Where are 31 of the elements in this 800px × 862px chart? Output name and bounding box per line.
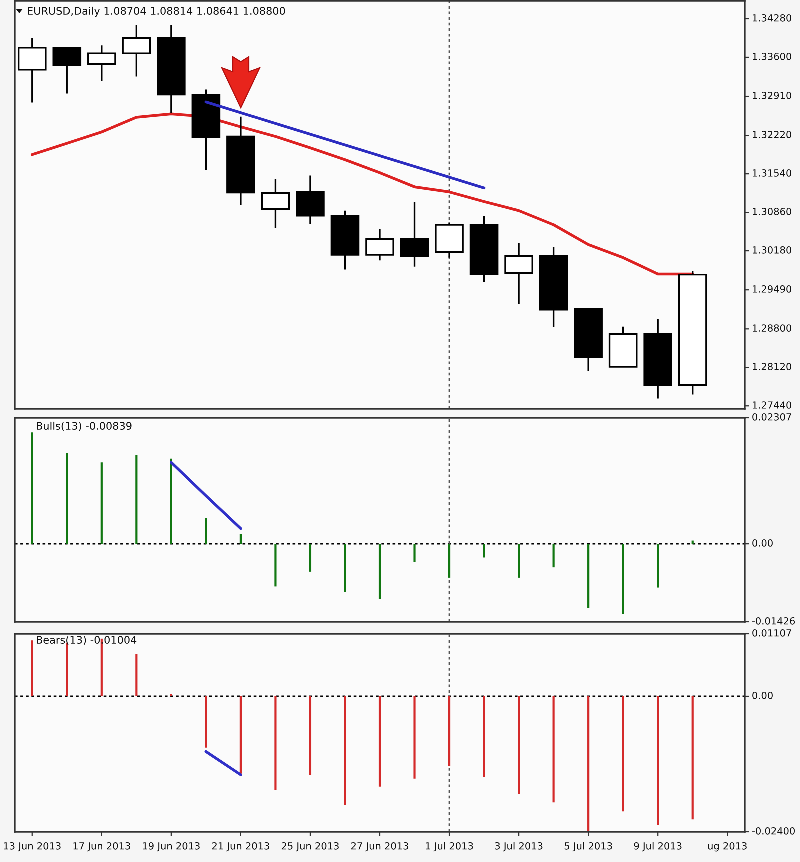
x-tick-label: ug 2013 [708, 842, 747, 852]
y-tick-label: -0.02400 [752, 827, 796, 835]
text: EURUSD,Daily 1.08704 1.08814 1.08641 1.08800 [28, 6, 286, 18]
y-tick-label: 1.29490 [753, 286, 792, 293]
y-tick-label: 1.32220 [753, 131, 792, 138]
x-tick-label: 13 Jun 2013 [4, 842, 61, 852]
y-tick-label: 1.32910 [753, 92, 792, 100]
x-tick-label: 21 Jun 2013 [212, 842, 270, 852]
x-tick-label: 17 Jun 2013 [74, 842, 130, 852]
x-tick-label: 3 Jul 2013 [495, 842, 543, 852]
y-tick-label: 1.30860 [753, 208, 792, 216]
y-tick-label: 0.01107 [752, 629, 792, 637]
y-tick-label: 1.28800 [753, 324, 792, 332]
y-tick-label: 1.31540 [753, 170, 792, 177]
x-tick-label: 25 Jun 2013 [282, 842, 339, 852]
chart-title: Bears(13) -0.01004 [37, 636, 137, 646]
x-tick-label: 27 Jun 2013 [351, 842, 408, 852]
y-tick-label: 0.00 [752, 540, 773, 547]
x-tick-label: 9 Jul 2013 [634, 842, 682, 852]
y-tick-label: 0.02307 [752, 413, 792, 421]
y-tick-label: 1.27440 [753, 402, 792, 409]
y-tick-label: 0.00 [752, 692, 773, 700]
y-tick-label: 1.34280 [753, 14, 792, 22]
x-tick-label: 5 Jul 2013 [564, 842, 612, 852]
y-tick-label: 1.30180 [753, 246, 792, 254]
y-tick-label: 1.33600 [753, 52, 792, 60]
x-tick-label: 19 Jun 2013 [143, 842, 200, 852]
chart-title: Bulls(13) -0.00839 [37, 422, 132, 432]
x-tick-label: 1 Jul 2013 [426, 842, 474, 852]
y-tick-label: 1.28120 [753, 363, 792, 370]
y-tick-label: -0.01426 [752, 617, 796, 625]
